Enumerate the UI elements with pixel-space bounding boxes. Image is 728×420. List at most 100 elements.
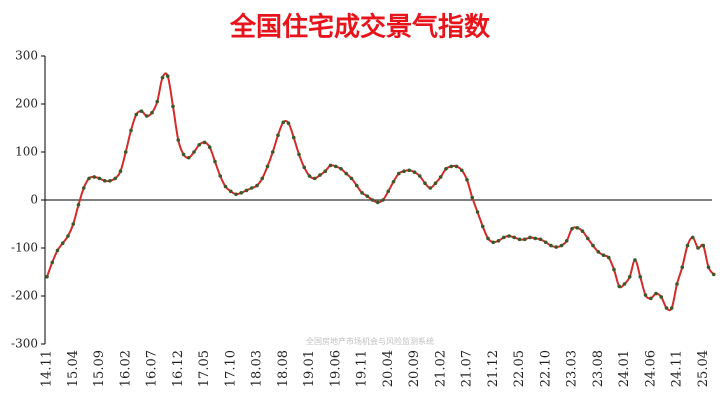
marker: [92, 175, 97, 179]
marker: [297, 152, 301, 157]
marker: [354, 183, 359, 188]
x-tick-label: 19.11: [355, 350, 370, 387]
x-tick-label: 16.07: [145, 350, 160, 387]
x-tick-label: 25.04: [696, 350, 711, 387]
marker: [265, 164, 270, 169]
marker: [307, 174, 312, 178]
marker: [517, 237, 522, 242]
x-tick-label: 21.12: [486, 350, 501, 387]
marker: [633, 258, 637, 262]
marker: [291, 135, 296, 140]
marker: [423, 181, 427, 185]
marker: [228, 189, 233, 194]
line: [46, 72, 715, 312]
x-tick-label: 20.09: [407, 350, 422, 387]
marker: [76, 203, 81, 207]
marker: [664, 306, 669, 310]
marker: [690, 235, 695, 240]
marker: [55, 248, 60, 253]
marker: [234, 192, 238, 197]
marker: [71, 222, 76, 226]
marker: [654, 291, 658, 296]
marker: [255, 183, 259, 188]
y-tick-label: 100: [15, 145, 38, 159]
y-tick-label: 0: [30, 193, 38, 207]
marker: [501, 235, 506, 240]
marker: [402, 169, 406, 173]
marker: [118, 169, 123, 173]
x-tick-label: 22.10: [538, 350, 553, 387]
x-tick-label: 21.07: [460, 350, 475, 387]
marker: [213, 159, 217, 164]
marker: [123, 150, 128, 154]
marker: [381, 198, 385, 202]
y-tick-label: 300: [15, 49, 38, 63]
x-tick-label: 24.11: [670, 350, 685, 387]
x-tick-label: 24.06: [643, 350, 658, 387]
marker: [538, 237, 543, 242]
marker: [60, 241, 65, 245]
marker: [286, 121, 291, 125]
x-tick-label: 14.11: [40, 350, 55, 387]
marker: [549, 243, 553, 248]
marker: [386, 189, 391, 194]
marker: [475, 210, 480, 214]
y-tick-label: -100: [11, 241, 38, 255]
marker: [680, 265, 685, 270]
marker: [559, 243, 564, 248]
marker: [638, 275, 643, 279]
x-tick-label: 15.09: [92, 350, 107, 387]
marker: [360, 191, 364, 195]
marker: [108, 179, 112, 183]
marker: [370, 198, 375, 202]
marker: [144, 114, 149, 118]
marker: [585, 236, 590, 241]
marker: [407, 168, 412, 173]
x-tick-label: 21.02: [433, 350, 448, 387]
marker: [465, 178, 469, 182]
x-tick-label: 15.04: [66, 350, 81, 387]
marker: [512, 235, 517, 240]
marker: [391, 179, 396, 184]
marker: [533, 236, 538, 241]
marker: [207, 145, 212, 149]
marker: [696, 246, 700, 250]
marker: [648, 296, 653, 301]
marker: [591, 243, 595, 248]
marker: [171, 104, 175, 109]
marker: [486, 236, 490, 241]
marker: [281, 120, 286, 125]
marker: [580, 229, 585, 233]
marker: [570, 227, 574, 231]
marker: [223, 184, 228, 189]
marker: [606, 255, 611, 260]
marker: [433, 181, 438, 185]
marker: [412, 170, 417, 174]
marker: [139, 109, 144, 113]
marker: [197, 143, 202, 147]
y-tick-label: -200: [11, 289, 38, 303]
marker: [564, 239, 569, 243]
marker: [244, 188, 249, 193]
marker: [45, 275, 49, 279]
marker: [507, 234, 511, 238]
x-tick-label: 24.01: [617, 350, 632, 387]
marker: [150, 110, 154, 115]
marker: [312, 176, 317, 181]
marker: [176, 138, 181, 142]
marker: [160, 75, 165, 80]
marker: [318, 173, 322, 177]
x-tick-label: 18.03: [250, 350, 265, 387]
marker: [711, 272, 716, 277]
marker: [685, 243, 690, 248]
x-tick-label: 23.03: [565, 350, 580, 387]
marker: [344, 171, 349, 176]
x-tick-label: 16.12: [171, 350, 186, 387]
watermark: 全国房地产市场机会与风险监测系统: [306, 336, 434, 346]
marker: [328, 163, 333, 168]
marker: [454, 164, 459, 169]
marker: [622, 282, 627, 286]
marker: [575, 226, 580, 230]
marker: [81, 186, 86, 190]
marker: [239, 191, 244, 195]
